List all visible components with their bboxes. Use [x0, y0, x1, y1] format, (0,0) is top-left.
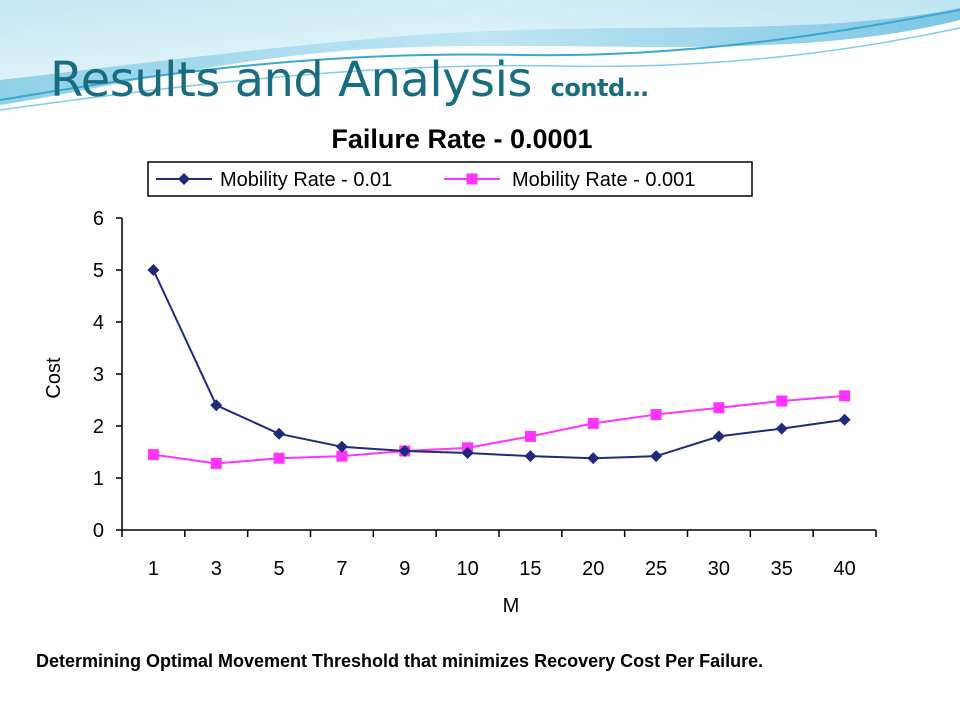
x-tick-label: 10 — [456, 558, 478, 580]
data-point — [650, 450, 663, 463]
data-point — [650, 409, 662, 421]
data-point — [273, 452, 285, 464]
y-axis-title: Cost — [43, 357, 65, 399]
legend-label-1: Mobility Rate - 0.01 — [220, 169, 392, 191]
data-point — [461, 447, 474, 460]
data-point — [587, 417, 599, 429]
data-point — [712, 430, 725, 443]
line-chart: Failure Rate - 0.0001 Mobility Rate - 0.0… — [43, 124, 877, 617]
y-tick-label: 3 — [93, 364, 104, 386]
y-tick-label: 0 — [93, 520, 104, 542]
data-point — [210, 457, 222, 469]
x-tick-label: 20 — [582, 558, 604, 580]
data-point — [336, 450, 348, 462]
x-tick-label: 5 — [274, 558, 285, 580]
series-line-1 — [152, 269, 845, 460]
series-line-2 — [153, 394, 845, 465]
series-1 — [147, 264, 851, 465]
slide-caption: Determining Optimal Movement Threshold t… — [36, 651, 764, 671]
data-point — [775, 422, 788, 435]
chart-title: Failure Rate - 0.0001 — [331, 124, 592, 154]
y-tick-label: 6 — [93, 208, 104, 230]
data-point — [587, 452, 600, 465]
y-tick-label: 5 — [93, 260, 104, 282]
y-tick-label: 4 — [93, 312, 104, 334]
data-point — [273, 427, 286, 440]
y-tick-label: 2 — [93, 416, 104, 438]
slide-title-contd: contd… — [550, 74, 649, 102]
legend-marker-1 — [178, 173, 190, 185]
slide-title: Results and Analysis contd… — [50, 52, 649, 108]
x-tick-label: 15 — [519, 558, 541, 580]
data-point — [147, 264, 160, 276]
data-point — [147, 449, 159, 461]
data-point — [839, 390, 851, 402]
x-tick-label: 9 — [399, 558, 410, 580]
data-point — [398, 444, 411, 457]
data-point — [335, 440, 348, 453]
x-tick-label: 7 — [336, 558, 347, 580]
header-wave-decoration — [0, 0, 960, 111]
data-point — [838, 413, 851, 426]
data-point — [210, 399, 223, 412]
x-tick-label: 35 — [771, 558, 793, 580]
legend: Mobility Rate - 0.01 Mobility Rate - 0.00… — [147, 161, 753, 197]
data-point — [524, 430, 536, 442]
chart-panel: Failure Rate - 0.0001 Mobility Rate - 0.0… — [24, 118, 888, 630]
x-tick-label: 40 — [833, 558, 855, 580]
legend-label-2: Mobility Rate - 0.001 — [512, 169, 695, 191]
x-tick-label: 25 — [645, 558, 667, 580]
data-point — [524, 450, 537, 463]
slide-title-main: Results and Analysis — [50, 52, 532, 108]
x-tick-label: 1 — [148, 558, 159, 580]
x-axis-title: M — [503, 595, 520, 617]
x-tick-label: 3 — [211, 558, 222, 580]
y-tick-label: 1 — [93, 468, 104, 490]
series-2 — [147, 390, 851, 469]
legend-marker-2 — [466, 173, 478, 185]
data-point — [713, 402, 725, 414]
x-tick-label: 30 — [708, 558, 730, 580]
data-point — [776, 395, 788, 407]
